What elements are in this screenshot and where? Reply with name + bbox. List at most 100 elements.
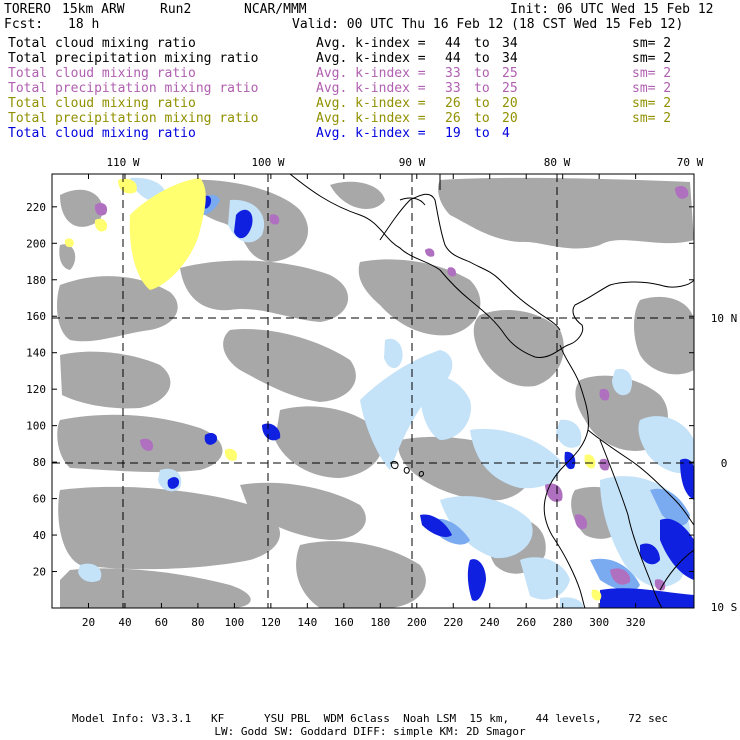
grid-x-label: 180 bbox=[370, 616, 390, 629]
grid-y-label: 180 bbox=[26, 274, 46, 287]
legend-kindex-from: 44 bbox=[445, 51, 461, 66]
light-blue-field bbox=[78, 177, 694, 608]
legend-kindex-from: 26 bbox=[445, 96, 461, 111]
gray-cloud-field bbox=[57, 177, 694, 608]
legend-kindex-to: 25 bbox=[502, 66, 518, 81]
longitude-label: 90 W bbox=[399, 156, 426, 169]
axis-ticks bbox=[52, 174, 694, 608]
grid-y-label: 200 bbox=[26, 237, 46, 250]
legend-to-label: to bbox=[474, 51, 490, 66]
longitude-label: 80 W bbox=[544, 156, 571, 169]
latitude-label: 10 N bbox=[711, 312, 738, 325]
graticule bbox=[52, 174, 694, 608]
legend-kindex-from: 26 bbox=[445, 111, 461, 126]
legend-kindex-to: 34 bbox=[502, 36, 518, 51]
model-resolution: 15km ARW bbox=[62, 2, 125, 17]
grid-y-label: 120 bbox=[26, 383, 46, 396]
grid-x-label: 20 bbox=[82, 616, 95, 629]
axis-labels: 110 W 100 W 90 W 80 W 70 W 10 N 0 10 S 220 200 180… bbox=[26, 156, 737, 629]
legend-kindex-label: Avg. k-index = bbox=[316, 51, 426, 66]
map-border bbox=[51, 173, 695, 609]
grid-y-label: 40 bbox=[33, 529, 46, 542]
grid-y-label: 60 bbox=[33, 493, 46, 506]
organization-label: NCAR/MMM bbox=[244, 2, 307, 17]
grid-x-label: 200 bbox=[407, 616, 427, 629]
latitude-label: 0 bbox=[721, 457, 728, 470]
legend-field-name: Total cloud mixing ratio bbox=[8, 126, 196, 141]
legend-row: Total cloud mixing ratio Avg. k-index = 33… bbox=[8, 66, 732, 81]
legend-row: Total precipitation mixing ratio Avg. k-i… bbox=[8, 111, 732, 126]
legend-kindex-to: 34 bbox=[502, 51, 518, 66]
legend-smoothing: sm= 2 bbox=[632, 96, 672, 111]
legend-smoothing: sm= 2 bbox=[632, 66, 672, 81]
legend-kindex-to: 20 bbox=[502, 111, 518, 126]
model-name: TORERO bbox=[4, 2, 51, 17]
legend-kindex-label: Avg. k-index = bbox=[316, 126, 426, 141]
init-time: Init: 06 UTC Wed 15 Feb 12 bbox=[510, 2, 714, 17]
legend-field-name: Total precipitation mixing ratio bbox=[8, 51, 259, 66]
legend-to-label: to bbox=[474, 96, 490, 111]
legend-to-label: to bbox=[474, 126, 490, 141]
legend-smoothing: sm= 2 bbox=[632, 81, 672, 96]
legend-kindex-from: 33 bbox=[445, 66, 461, 81]
legend-smoothing: sm= 2 bbox=[632, 111, 672, 126]
grid-x-label: 320 bbox=[626, 616, 646, 629]
purple-field bbox=[94, 185, 689, 591]
legend-kindex-label: Avg. k-index = bbox=[316, 111, 426, 126]
legend-kindex-to: 4 bbox=[502, 126, 510, 141]
legend-kindex-from: 19 bbox=[445, 126, 461, 141]
yellow-field bbox=[64, 178, 602, 601]
forecast-label: Fcst: bbox=[4, 17, 44, 32]
longitude-label: 110 W bbox=[106, 156, 139, 169]
grid-y-label: 20 bbox=[33, 566, 46, 579]
grid-y-label: 220 bbox=[26, 201, 46, 214]
legend-field-name: Total cloud mixing ratio bbox=[8, 66, 196, 81]
legend-smoothing: sm= 2 bbox=[632, 36, 672, 51]
grid-x-label: 80 bbox=[191, 616, 204, 629]
dark-blue-field bbox=[167, 195, 694, 608]
legend-to-label: to bbox=[474, 36, 490, 51]
legend-row: Total cloud mixing ratio Avg. k-index = 19… bbox=[8, 126, 732, 141]
valid-time: Valid: 00 UTC Thu 16 Feb 12 (18 CST Wed … bbox=[292, 17, 684, 32]
grid-x-label: 280 bbox=[553, 616, 573, 629]
legend-row: Total precipitation mixing ratio Avg. k-i… bbox=[8, 81, 732, 96]
legend-kindex-from: 44 bbox=[445, 36, 461, 51]
legend-field-name: Total cloud mixing ratio bbox=[8, 36, 196, 51]
grid-x-label: 120 bbox=[261, 616, 281, 629]
legend-kindex-to: 25 bbox=[502, 81, 518, 96]
legend-row: Total cloud mixing ratio Avg. k-index = 44… bbox=[8, 36, 732, 51]
latitude-label: 10 S bbox=[711, 601, 738, 614]
legend-smoothing: sm= 2 bbox=[632, 51, 672, 66]
legend-kindex-label: Avg. k-index = bbox=[316, 96, 426, 111]
legend-to-label: to bbox=[474, 81, 490, 96]
legend-field-name: Total precipitation mixing ratio bbox=[8, 111, 259, 126]
grid-x-label: 300 bbox=[589, 616, 609, 629]
grid-y-label: 80 bbox=[33, 456, 46, 469]
grid-x-label: 60 bbox=[155, 616, 168, 629]
grid-x-label: 100 bbox=[224, 616, 244, 629]
run-label: Run2 bbox=[160, 2, 192, 17]
legend-kindex-from: 33 bbox=[445, 81, 461, 96]
longitude-label: 100 W bbox=[251, 156, 284, 169]
legend-kindex-to: 20 bbox=[502, 96, 518, 111]
grid-y-label: 100 bbox=[26, 420, 46, 433]
map-fields bbox=[52, 174, 694, 608]
legend-to-label: to bbox=[474, 66, 490, 81]
model-info-line2: LW: Godd SW: Goddard DIFF: simple KM: 2D… bbox=[214, 725, 526, 738]
grid-x-label: 220 bbox=[443, 616, 463, 629]
grid-y-label: 160 bbox=[26, 310, 46, 323]
grid-x-label: 160 bbox=[334, 616, 354, 629]
legend-kindex-label: Avg. k-index = bbox=[316, 66, 426, 81]
legend-kindex-label: Avg. k-index = bbox=[316, 36, 426, 51]
forecast-hours: 18 h bbox=[68, 17, 100, 32]
legend-field-name: Total cloud mixing ratio bbox=[8, 96, 196, 111]
grid-x-label: 40 bbox=[118, 616, 131, 629]
longitude-label: 70 W bbox=[677, 156, 704, 169]
grid-y-label: 140 bbox=[26, 347, 46, 360]
legend-row: Total precipitation mixing ratio Avg. k-i… bbox=[8, 51, 732, 66]
grid-x-label: 240 bbox=[480, 616, 500, 629]
legend-field-name: Total precipitation mixing ratio bbox=[8, 81, 259, 96]
grid-x-label: 260 bbox=[516, 616, 536, 629]
coastlines bbox=[289, 174, 694, 608]
